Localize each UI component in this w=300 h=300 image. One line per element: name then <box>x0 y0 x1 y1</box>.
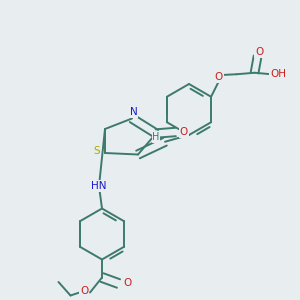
Text: O: O <box>123 278 132 289</box>
Text: H: H <box>152 132 160 142</box>
Text: O: O <box>255 47 263 57</box>
Text: HN: HN <box>91 181 107 191</box>
Text: N: N <box>130 107 137 117</box>
Text: O: O <box>214 72 223 82</box>
Text: S: S <box>93 146 100 157</box>
Text: O: O <box>80 286 88 296</box>
Text: OH: OH <box>270 69 286 79</box>
Text: O: O <box>180 127 188 137</box>
